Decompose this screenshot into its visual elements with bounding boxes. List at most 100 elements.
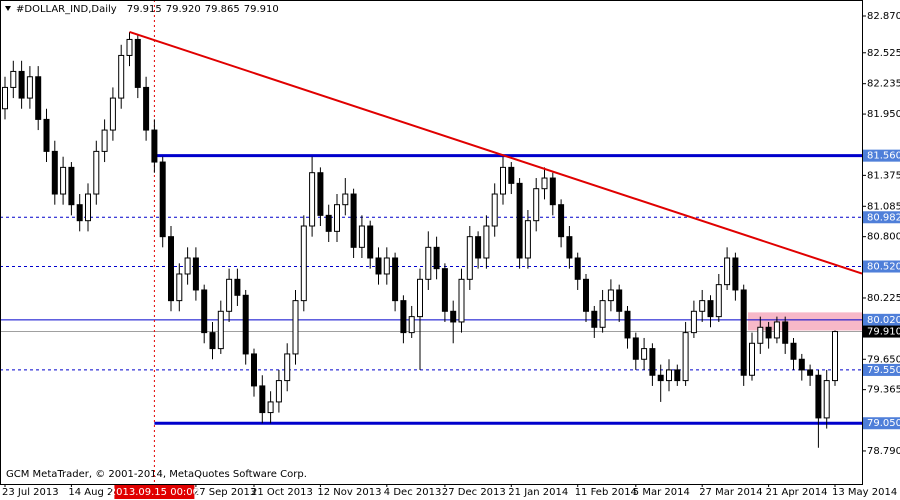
candle-body — [699, 300, 706, 312]
candle-body — [251, 353, 257, 387]
plot-frame — [0, 0, 863, 485]
level-box — [863, 149, 900, 162]
candle-body — [524, 220, 531, 259]
x-tick-label: 13 May 2014 — [832, 487, 897, 498]
candle-body — [242, 294, 249, 355]
x-tick-label: 4 Dec 2013 — [384, 487, 442, 498]
candle-body — [815, 374, 822, 419]
candle-body — [118, 54, 125, 99]
candle-body — [500, 166, 506, 195]
y-tick-label: 82.525 — [867, 48, 900, 59]
candle-body — [400, 300, 407, 334]
current-price-box — [863, 325, 900, 338]
candle-body — [209, 332, 216, 350]
candle-body — [690, 310, 697, 334]
chart-title: #DOLLAR_IND,Daily — [16, 4, 117, 15]
candle-body — [68, 166, 75, 206]
candle-body — [2, 86, 8, 110]
candle-body — [383, 257, 390, 275]
candle-body — [574, 257, 581, 280]
quote-value: 79.910 — [244, 4, 279, 15]
candle-body — [317, 172, 324, 216]
level-box — [863, 211, 900, 224]
copyright: GCM MetaTrader, © 2001-2014, MetaQuotes … — [6, 469, 307, 480]
candle-body — [10, 70, 17, 88]
y-tick-label: 81.950 — [867, 109, 900, 120]
current-price-label: 79.910 — [867, 327, 900, 338]
candle-body — [549, 177, 556, 206]
x-tick-label: 21 Jan 2014 — [508, 487, 568, 498]
candle-body — [93, 150, 100, 195]
candle-body — [624, 310, 631, 339]
level-label: 80.020 — [867, 315, 900, 326]
candle-body — [375, 257, 382, 275]
candle-body — [126, 38, 133, 56]
x-tick-label: 27 Mar 2014 — [699, 487, 762, 498]
menu-icon[interactable] — [5, 6, 11, 11]
candle-body — [85, 193, 91, 222]
candle-body — [367, 225, 374, 259]
candle-body — [782, 321, 789, 344]
candle-body — [715, 284, 722, 318]
y-tick-label: 79.365 — [867, 385, 900, 396]
y-tick-label: 82.235 — [867, 79, 900, 90]
candle-body — [408, 316, 415, 334]
level-label: 79.050 — [867, 418, 900, 429]
level-label: 81.560 — [867, 151, 900, 162]
candle-body — [433, 246, 440, 270]
candle-body — [267, 401, 274, 414]
x-tick-label: 23 Jul 2013 — [2, 487, 59, 498]
candle-body — [450, 310, 457, 323]
level-label: 80.520 — [867, 262, 900, 273]
candle-body — [724, 257, 731, 286]
candle-body — [823, 380, 830, 419]
candle-body — [682, 332, 689, 382]
y-tick-label: 79.650 — [867, 354, 900, 365]
candle-body — [60, 166, 67, 195]
candle-body — [807, 369, 814, 376]
candle-body — [109, 97, 116, 131]
y-tick-label: 81.375 — [867, 170, 900, 181]
x-tick-label: 21 Oct 2013 — [251, 487, 313, 498]
candle-body — [491, 193, 498, 227]
candle-body — [26, 76, 33, 99]
candle-body — [18, 70, 25, 99]
y-tick-label: 80.225 — [867, 293, 900, 304]
candle-body — [184, 257, 191, 275]
y-tick-label: 82.870 — [867, 11, 900, 22]
candle-body — [217, 310, 224, 350]
marker-label: 2013.09.15 00:00 — [110, 487, 199, 498]
candle-body — [649, 348, 656, 376]
x-tick-label: 27 Dec 2013 — [442, 487, 506, 498]
candle-body — [441, 268, 448, 312]
candle-body — [583, 278, 589, 312]
level-label: 79.550 — [867, 365, 900, 376]
candle-body — [134, 38, 141, 88]
zone — [748, 312, 862, 331]
candle-body — [641, 348, 648, 360]
candle-body — [566, 236, 573, 259]
candle-body — [35, 76, 42, 120]
candle-body — [599, 300, 606, 328]
candle-body — [616, 289, 623, 312]
x-tick-label: 12 Nov 2013 — [317, 487, 381, 498]
candle-body — [417, 278, 423, 318]
candle-body — [732, 257, 739, 291]
candle-body — [425, 246, 432, 280]
candle-body — [51, 150, 58, 195]
candle-body — [226, 278, 233, 312]
level-box — [863, 417, 900, 430]
candle-body — [350, 193, 357, 248]
candle-body — [143, 86, 150, 131]
candle-body — [284, 353, 291, 382]
candle-body — [541, 177, 548, 190]
candle-body — [358, 225, 365, 248]
candle-body — [657, 374, 664, 382]
x-tick-label: 14 Aug 2013 — [68, 487, 132, 498]
candle-body — [508, 166, 515, 184]
candle-body — [176, 273, 183, 302]
candle-body — [275, 380, 282, 403]
